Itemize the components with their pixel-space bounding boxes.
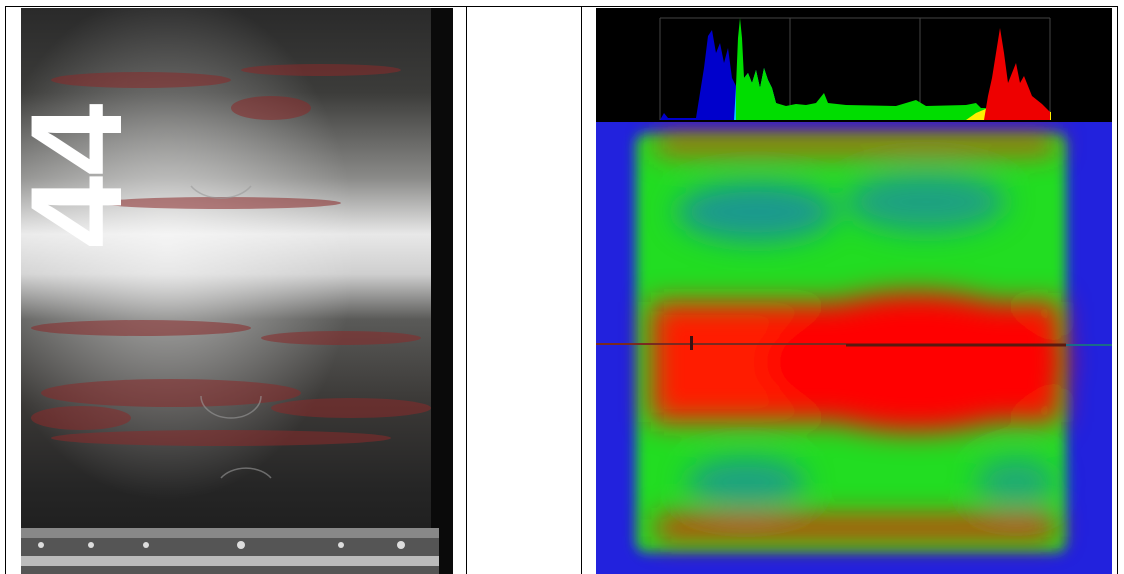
empty-cell [467, 7, 581, 574]
histogram-green [736, 18, 991, 120]
table-border-right [1117, 6, 1118, 574]
trace-marker [690, 336, 693, 350]
histogram-blue [660, 30, 736, 120]
metal-part-photo: 44 [21, 8, 453, 574]
histogram-red [984, 28, 1050, 120]
table-divider-2 [581, 6, 582, 574]
thermal-heatmap [596, 122, 1112, 574]
color-histogram [596, 8, 1112, 122]
table-border-top [5, 6, 1118, 7]
table-divider-1 [466, 6, 467, 574]
part-marking: 44 [21, 103, 149, 248]
table-border-left [5, 6, 6, 574]
